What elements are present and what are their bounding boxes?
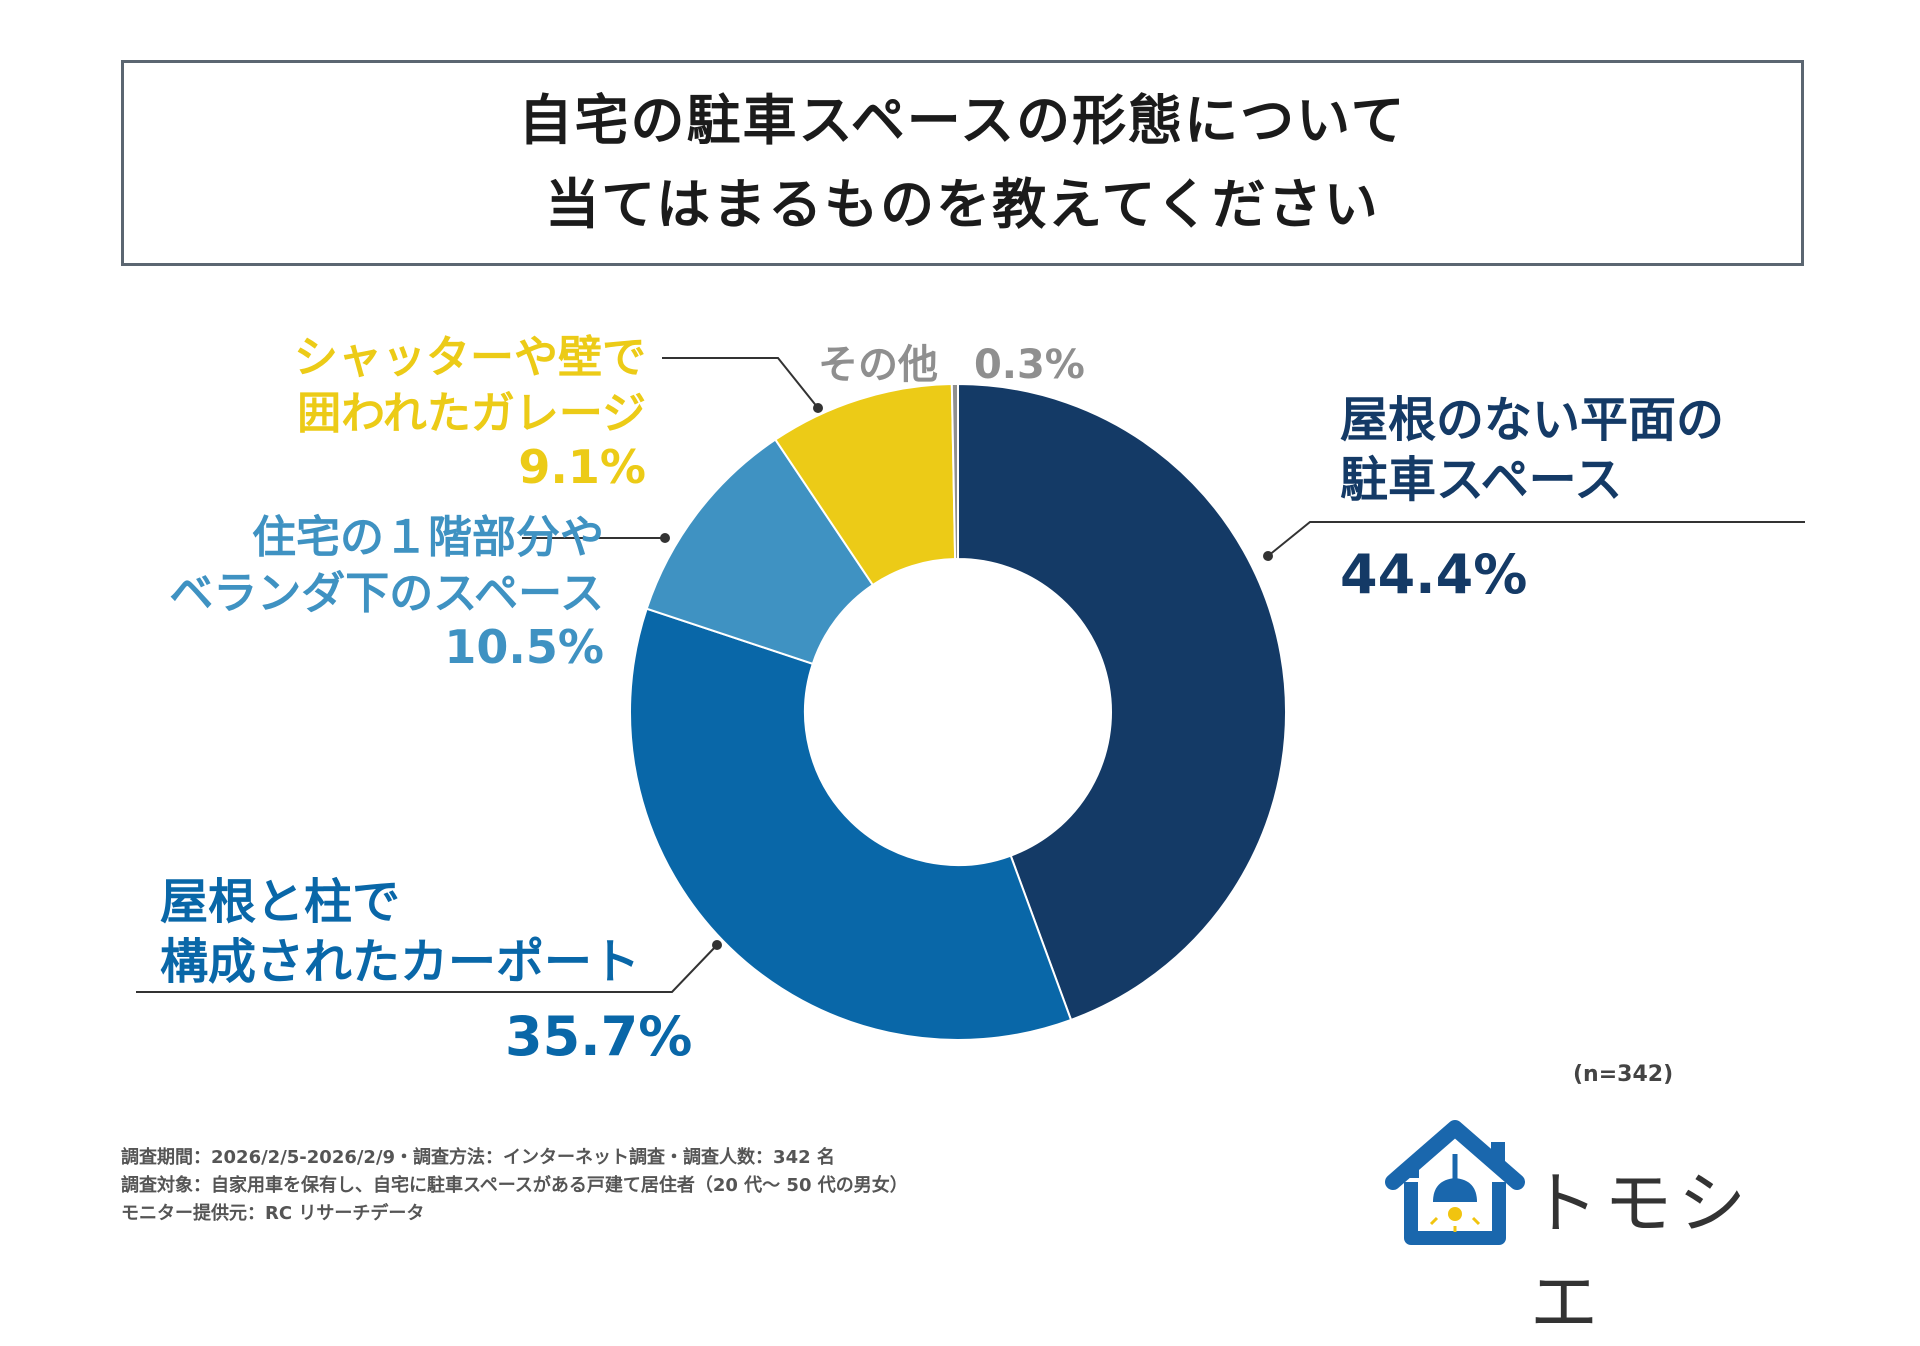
label-garage: シャッターや壁で 囲われたガレージ xyxy=(294,330,646,442)
tomoshie-logo: トモシエ xyxy=(1385,1120,1805,1343)
label-flat-space-line-1: 屋根のない平面の xyxy=(1340,392,1725,448)
footer-line-2: 調査対象：自家用車を保有し、自宅に駐車スペースがある戸建て居住者（20 代～ 5… xyxy=(121,1175,908,1196)
value-other: 0.3% xyxy=(973,342,1085,388)
leader-lines xyxy=(136,357,1805,993)
label-flat-space: 屋根のない平面の 駐車スペース xyxy=(1340,390,1724,510)
title-line-1: 自宅の駐車スペースの形態について xyxy=(518,89,1407,152)
label-carport: 屋根と柱で 構成されたカーポート xyxy=(160,872,640,992)
donut-slices xyxy=(629,382,1287,1041)
label-flat-space-line-2: 駐車スペース xyxy=(1340,452,1623,508)
title-line-2: 当てはまるものを教えてください xyxy=(545,173,1380,236)
footer-line-3: モニター提供元：RC リサーチデータ xyxy=(121,1203,425,1224)
title-box: 自宅の駐車スペースの形態について 当てはまるものを教えてください xyxy=(121,60,1804,266)
sample-size: (n=342) xyxy=(1573,1062,1674,1087)
value-garage: 9.1% xyxy=(518,440,646,494)
label-carport-line-1: 屋根と柱で xyxy=(160,874,401,930)
label-under-balcony-line-1: 住宅の１階部分や xyxy=(252,512,604,563)
slice-flat-space xyxy=(957,382,1287,1022)
label-under-balcony: 住宅の１階部分や ベランダ下のスペース xyxy=(169,510,604,622)
label-garage-line-1: シャッターや壁で xyxy=(294,332,646,383)
label-other: その他 0.3% xyxy=(818,332,1085,390)
donut-chart xyxy=(136,357,1805,1041)
slice-under-balcony xyxy=(645,438,875,666)
label-garage-line-2: 囲われたガレージ xyxy=(297,388,646,439)
slice-carport xyxy=(629,607,1073,1041)
label-carport-line-2: 構成されたカーポート xyxy=(160,934,641,990)
leader-line-35 xyxy=(136,944,718,993)
value-carport: 35.7% xyxy=(505,1005,693,1068)
value-flat-space: 44.4% xyxy=(1340,543,1528,606)
value-under-balcony: 10.5% xyxy=(444,620,604,674)
label-other-text: その他 xyxy=(818,342,938,388)
footer-line-1: 調査期間：2026/2/5-2026/2/9・調査方法：インターネット調査・調査… xyxy=(121,1147,835,1168)
leader-line-44 xyxy=(1267,521,1805,557)
slice-other xyxy=(950,382,959,561)
label-under-balcony-line-2: ベランダ下のスペース xyxy=(169,568,604,619)
logo-text: トモシエ xyxy=(1530,1165,1753,1343)
survey-footer: 調査期間：2026/2/5-2026/2/9・調査方法：インターネット調査・調査… xyxy=(121,1144,908,1228)
house-lamp-icon xyxy=(1385,1120,1525,1245)
leader-line-9 xyxy=(662,357,819,409)
